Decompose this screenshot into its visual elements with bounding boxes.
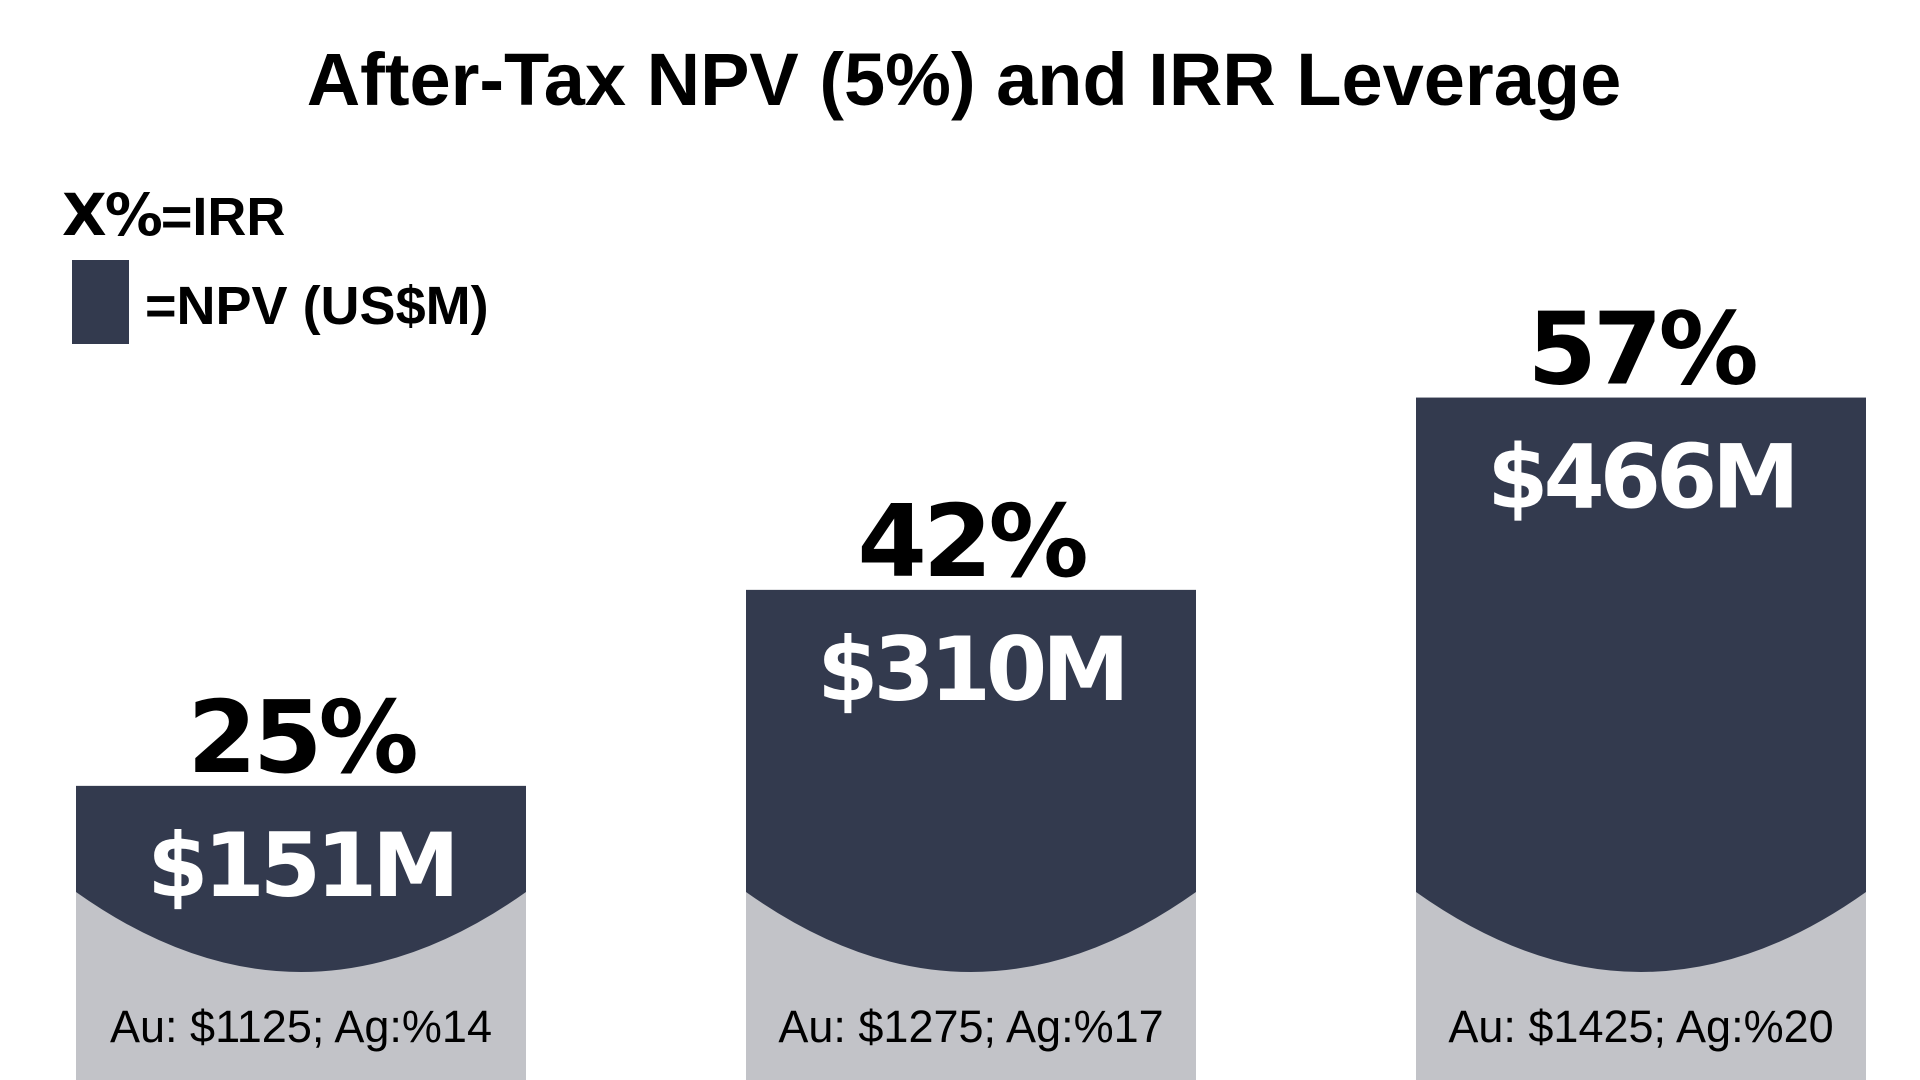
bars-layer: 25% $151M Au: $1125; Ag:%14 42% $310M Au: $12… xyxy=(76,291,1866,1080)
legend-npv-swatch xyxy=(72,260,129,344)
bar-base xyxy=(76,892,526,1080)
legend-irr-key: X% xyxy=(62,181,162,249)
legend-irr-suffix: =IRR xyxy=(161,187,286,247)
category-label: Au: $1425; Ag:%20 xyxy=(1448,1001,1833,1052)
bar-group: 42% $310M Au: $1275; Ag:%17 xyxy=(746,483,1196,1080)
irr-label: 57% xyxy=(1527,291,1756,408)
category-label: Au: $1125; Ag:%14 xyxy=(110,1001,492,1052)
npv-label: $151M xyxy=(147,814,455,917)
irr-label: 42% xyxy=(857,483,1086,600)
category-label: Au: $1275; Ag:%17 xyxy=(778,1001,1163,1052)
legend: X%=IRR =NPV (US$M) xyxy=(62,181,489,344)
irr-label: 25% xyxy=(187,679,416,796)
bar-group: 57% $466M Au: $1425; Ag:%20 xyxy=(1416,291,1866,1080)
npv-label: $310M xyxy=(817,618,1125,721)
legend-npv-label: =NPV (US$M) xyxy=(145,276,489,336)
chart-title: After-Tax NPV (5%) and IRR Leverage xyxy=(307,38,1622,121)
legend-irr-entry: X%=IRR xyxy=(62,181,285,249)
bar-base xyxy=(1416,892,1866,1080)
npv-label: $466M xyxy=(1487,426,1795,529)
bar-group: 25% $151M Au: $1125; Ag:%14 xyxy=(76,679,526,1080)
bar-base xyxy=(746,892,1196,1080)
